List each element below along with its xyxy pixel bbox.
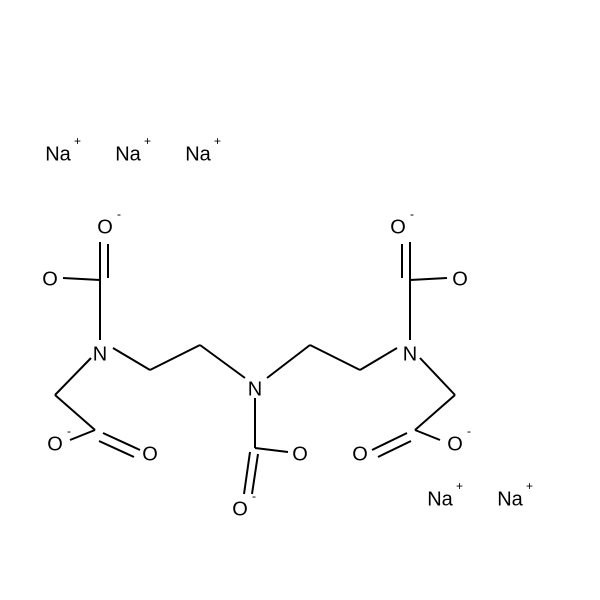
atom-label: N (93, 343, 107, 365)
atom-N1: N (93, 343, 107, 365)
atom-label: O (97, 216, 113, 238)
counterion-1: Na+ (115, 134, 151, 165)
bond (252, 454, 258, 494)
atom-N3: N (403, 343, 417, 365)
atom-label: O (390, 216, 406, 238)
ion-label: Na (427, 488, 453, 510)
counterion-3: Na+ (427, 479, 463, 510)
atom-O5a: O (352, 443, 368, 465)
charge-label: - (410, 207, 414, 221)
ion-label: Na (497, 488, 523, 510)
atom-label: O (142, 443, 158, 465)
atom-label: O (47, 433, 63, 455)
bond (200, 345, 245, 378)
bond (415, 395, 455, 430)
molecule-diagram: NNNOO-OO-OO-OO-OO- Na+Na+Na+Na+Na+ (0, 0, 600, 600)
ion-charge: + (456, 479, 463, 493)
atom-label: N (248, 378, 262, 400)
atom-O5b: O- (447, 424, 471, 455)
bond (310, 345, 360, 370)
bond (55, 395, 95, 430)
atom-O2b: O- (47, 424, 71, 455)
bond (378, 441, 411, 457)
charge-label: - (67, 424, 71, 438)
bond (55, 358, 91, 395)
bond (70, 430, 95, 440)
atom-O3a: O (292, 443, 308, 465)
atom-label: O (447, 433, 463, 455)
atom-label: O (452, 268, 468, 290)
atom-label: O (352, 443, 368, 465)
charge-label: - (117, 207, 121, 221)
bond (63, 278, 100, 280)
bond (410, 278, 447, 280)
atom-O1a: O (42, 268, 58, 290)
atom-O2a: O (142, 443, 158, 465)
ion-charge: + (526, 479, 533, 493)
ion-label: Na (185, 143, 211, 165)
counterion-2: Na+ (185, 134, 221, 165)
charge-label: - (467, 424, 471, 438)
bond (103, 433, 140, 450)
atom-N2: N (248, 378, 262, 400)
bond (255, 448, 288, 452)
bond (372, 433, 407, 450)
atom-label: N (403, 343, 417, 365)
bond (244, 452, 250, 494)
atom-O1b: O- (97, 207, 121, 238)
bond (150, 345, 200, 370)
atom-O4b: O- (390, 207, 414, 238)
ion-label: Na (115, 143, 141, 165)
ion-charge: + (214, 134, 221, 148)
ion-charge: + (144, 134, 151, 148)
bond (113, 348, 150, 370)
bond (267, 345, 310, 378)
atom-label: O (232, 498, 248, 520)
atom-label: O (42, 268, 58, 290)
ion-label: Na (45, 143, 71, 165)
counterion-0: Na+ (45, 134, 81, 165)
charge-label: - (252, 489, 256, 503)
bond (99, 441, 134, 457)
bond (360, 348, 397, 370)
ion-charge: + (74, 134, 81, 148)
atom-O4a: O (452, 268, 468, 290)
bond (420, 358, 455, 395)
bond (415, 430, 440, 440)
atom-label: O (292, 443, 308, 465)
counterion-4: Na+ (497, 479, 533, 510)
